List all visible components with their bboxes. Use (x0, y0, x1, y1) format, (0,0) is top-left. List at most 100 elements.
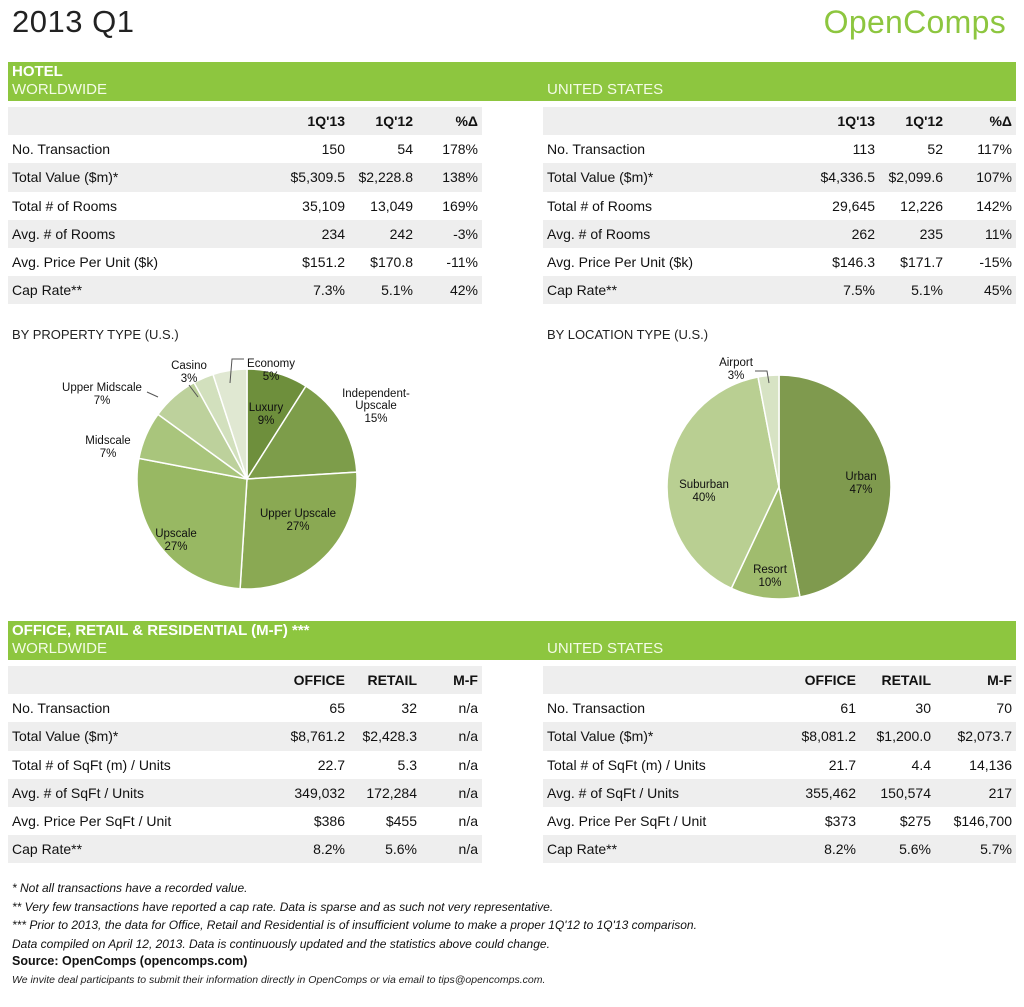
table-row: No. Transaction 65 32 n/a (8, 694, 482, 722)
cell: 7.3% (253, 276, 349, 305)
cell: 234 (253, 219, 349, 248)
cell: $2,099.6 (879, 163, 947, 192)
leader-line (755, 370, 770, 384)
cell: 5.1% (879, 276, 947, 305)
cell: 5.7% (935, 835, 1016, 864)
row-label: No. Transaction (12, 700, 111, 717)
cre-worldwide-region: WORLDWIDE (12, 640, 107, 657)
pie-slice-airport (757, 374, 780, 488)
table-row: Total Value ($m)* $4,336.5 $2,099.6 107% (543, 163, 1016, 192)
row-label: Avg. # of Rooms (8, 219, 253, 248)
cell: 242 (349, 219, 417, 248)
table-row: Total # of Rooms 35,109 13,049 169% (8, 192, 482, 220)
row-label: Total # of Rooms (12, 197, 118, 214)
cell: 45% (947, 276, 1016, 305)
pie-slice-suburban (666, 376, 780, 590)
table-row: No. Transaction 150 54 178% (8, 135, 482, 163)
table-row: Cap Rate** 8.2% 5.6% 5.7% (543, 835, 1016, 864)
footnote: Data compiled on April 12, 2013. Data is… (12, 936, 550, 951)
cell: $8,081.2 (763, 722, 860, 751)
pie-label-upscale: Upscale 27% (155, 528, 197, 553)
table-row: Total # of Rooms 29,645 12,226 142% (543, 192, 1016, 220)
row-label: Total # of SqFt (m) / Units (12, 756, 171, 773)
row-label: Total Value ($m)* (8, 722, 253, 751)
column-header: RETAIL (860, 666, 935, 695)
page-title: 2013 Q1 (12, 4, 135, 39)
cell: $171.7 (900, 254, 943, 271)
pie-label-airport: Airport 3% (719, 357, 754, 382)
column-header: 1Q'12 (349, 107, 417, 136)
cell: 142% (976, 197, 1012, 214)
row-label: Cap Rate** (543, 835, 763, 864)
cell: $5,309.5 (253, 163, 349, 192)
cell: 70 (996, 700, 1012, 717)
pie-label-independent-upscale: Independent-Upscale 15% (342, 388, 410, 425)
cell: 42% (417, 276, 482, 305)
cell: 29,645 (832, 197, 875, 214)
cell: $373 (824, 813, 856, 830)
cre-worldwide-table: OFFICE RETAIL M-F No. Transaction 65 32 … (8, 666, 482, 864)
row-label: Cap Rate** (543, 276, 781, 305)
cell: n/a (458, 700, 478, 717)
column-header: OFFICE (253, 666, 349, 695)
column-header: M-F (421, 666, 482, 695)
cell: $146,700 (953, 813, 1012, 830)
cell: $455 (385, 813, 417, 830)
pie-label-upper-upscale: Upper Upscale 27% (260, 508, 336, 533)
cell: n/a (458, 756, 478, 773)
cell: 107% (947, 163, 1016, 192)
cell: 35,109 (302, 197, 345, 214)
footnote: *** Prior to 2013, the data for Office, … (12, 918, 697, 932)
cell: 5.1% (349, 276, 417, 305)
cell: 30 (915, 700, 931, 717)
row-label: Avg. # of Rooms (543, 219, 781, 248)
pie-slice-urban (778, 374, 892, 598)
pie-label-casino: Casino 3% (171, 360, 207, 385)
row-label: Avg. Price Per SqFt / Unit (547, 813, 707, 830)
row-label: Cap Rate** (8, 276, 253, 305)
cell: 172,284 (349, 778, 421, 807)
footnote: * Not all transactions have a recorded v… (12, 881, 248, 895)
pie-label-luxury: Luxury 9% (249, 402, 284, 427)
table-row: Cap Rate** 7.5% 5.1% 45% (543, 276, 1016, 305)
row-label: No. Transaction (547, 700, 646, 717)
hotel-us-region: UNITED STATES (547, 81, 664, 98)
cell: n/a (458, 813, 478, 830)
pie-label-economy: Economy 5% (247, 358, 295, 383)
cell: 169% (442, 197, 478, 214)
cell: 235 (879, 219, 947, 248)
table-header-row: 1Q'13 1Q'12 %Δ (543, 107, 1016, 136)
table-header-row: 1Q'13 1Q'12 %Δ (8, 107, 482, 136)
cell: 217 (935, 778, 1016, 807)
row-label: Total Value ($m)* (543, 163, 781, 192)
table-row: Total # of SqFt (m) / Units 21.7 4.4 14,… (543, 751, 1016, 779)
leader-line (188, 384, 199, 398)
cell: 61 (840, 700, 856, 717)
cell: 178% (442, 141, 478, 158)
cell: 150 (321, 141, 345, 158)
row-label: Avg. Price Per Unit ($k) (12, 254, 159, 271)
table-row: Cap Rate** 7.3% 5.1% 42% (8, 276, 482, 305)
pie-label-upper-midscale: Upper Midscale 7% (62, 382, 142, 407)
cell: 355,462 (763, 778, 860, 807)
row-label: Total Value ($m)* (543, 722, 763, 751)
cell: 4.4 (911, 756, 931, 773)
cell: $146.3 (832, 254, 875, 271)
cell: -11% (446, 254, 478, 271)
cell: 349,032 (253, 778, 349, 807)
column-header: %Δ (417, 107, 482, 136)
table-row: Total Value ($m)* $8,761.2 $2,428.3 n/a (8, 722, 482, 751)
cell: 65 (329, 700, 345, 717)
cell: 32 (401, 700, 417, 717)
row-label: Cap Rate** (8, 835, 253, 864)
cell: 52 (927, 141, 943, 158)
row-label: No. Transaction (12, 141, 111, 158)
source-line: Source: OpenComps (opencomps.com) (12, 954, 248, 968)
cell: -15% (979, 254, 1012, 271)
cell: 14,136 (969, 756, 1012, 773)
pie-slice-upper-upscale (239, 471, 358, 590)
pie-label-midscale: Midscale 7% (85, 435, 130, 460)
table-row: Avg. # of Rooms 234 242 -3% (8, 219, 482, 248)
cell: $275 (899, 813, 931, 830)
cell: 5.6% (860, 835, 935, 864)
